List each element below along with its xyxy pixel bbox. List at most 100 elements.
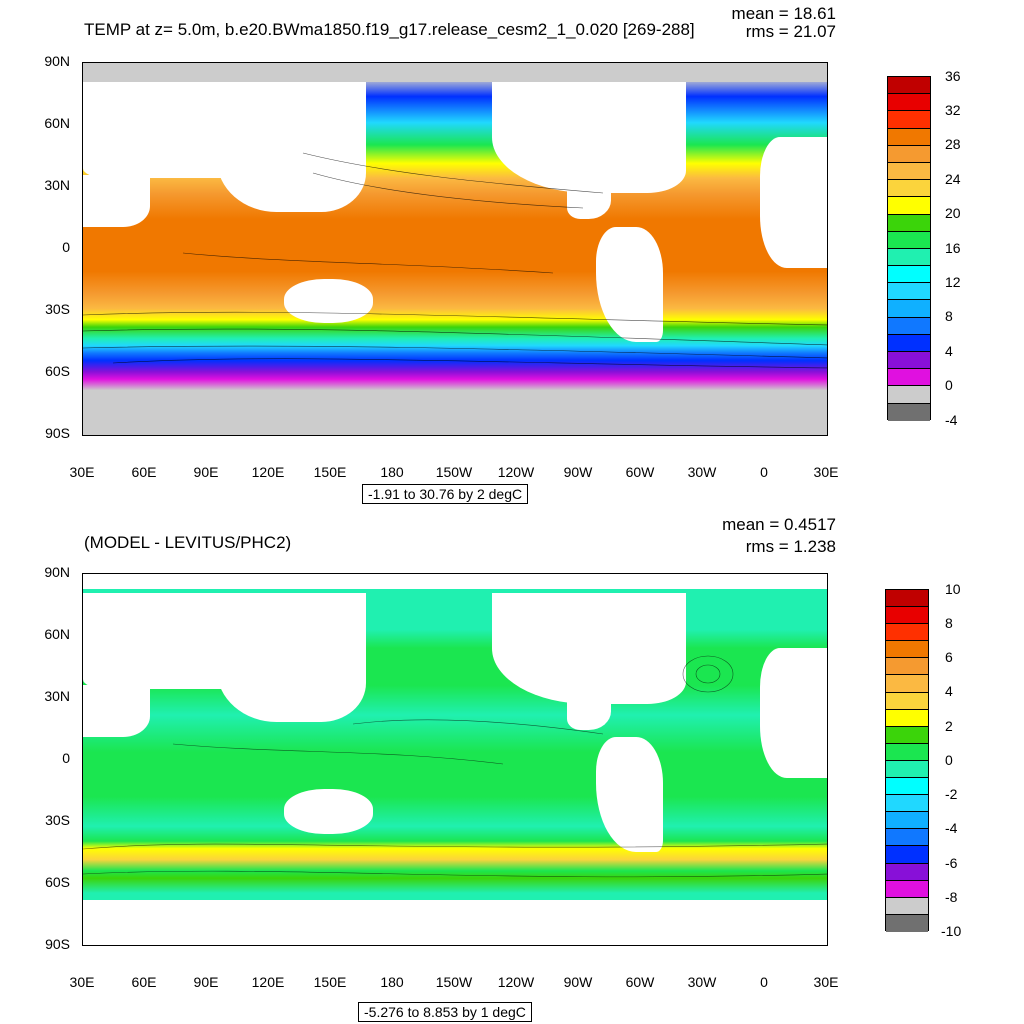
colorbar-swatch [888,197,930,215]
panel-1-xtick-label: 30E [69,464,95,480]
panel-1-title: TEMP at z= 5.0m, b.e20.BWma1850.f19_g17.… [84,20,695,39]
panel-1-ytick-label: 30N [44,177,70,193]
panel-1-colorbar-label: 36 [945,68,961,84]
panel-2-xtick-label: 60W [625,974,655,990]
panel-2-xtick-label: 150W [435,974,473,990]
panel-2-colorbar-label: -8 [945,889,958,905]
panel-1-ytick-label: 0 [62,239,70,255]
panel-2-xtick-label: 0 [760,974,768,990]
panel-2-land-central-america [566,692,612,730]
panel-1-xtick-label: 90W [563,464,593,480]
panel-1-ytick-label: 60N [44,115,70,131]
panel-2-colorbar-label: -4 [945,820,958,836]
panel-temperature: TEMP at z= 5.0m, b.e20.BWma1850.f19_g17.… [44,4,961,504]
panel-1-xtick-label: 0 [760,464,768,480]
panel-1-colorbar-label: 0 [945,377,953,393]
colorbar-swatch [888,403,930,421]
colorbar-swatch [886,812,928,830]
panel-2-ytick-label: 30S [45,812,70,828]
panel-2-colorbar-label: -2 [945,786,958,802]
panel-2-xtick-label: 30E [69,974,95,990]
colorbar-swatch [888,266,930,284]
panel-2-ytick-label: 60N [44,626,70,642]
panel-1-land-asia-east [216,81,366,212]
panel-2-mean: mean = 0.4517 [722,515,836,534]
colorbar-swatch [886,692,928,710]
panel-1-land-africa [83,174,150,227]
panel-2-range-info: -5.276 to 8.853 by 1 degC [358,1002,532,1022]
panel-2-xtick-label: 90E [193,974,219,990]
colorbar-swatch [888,352,930,370]
panel-2-land-africa [83,685,150,738]
panel-1-ytick-label: 30S [45,301,70,317]
colorbar-swatch [888,162,930,181]
panel-2-colorbar-label: -10 [941,923,962,939]
panel-2-xtick-label: 150E [313,974,347,990]
panel-2-ytick-label: 0 [62,750,70,766]
panel-2-colorbar-label: 4 [945,683,953,699]
panel-1-colorbar-label: 28 [945,136,961,152]
colorbar-swatch [886,743,928,761]
panel-2-xtick-label: 30E [813,974,839,990]
colorbar-swatch [886,880,928,898]
panel-1-colorbar-label: 32 [945,102,961,118]
panel-difference: (MODEL - LEVITUS/PHC2) mean = 0.4517 rms… [0,512,1024,1024]
panel-1-xtick-label: 180 [380,464,404,480]
panel-1-ytick-label: 90N [44,53,70,69]
panel-1-land-arctic [83,63,827,82]
panel-1-rms: rms = 21.07 [745,22,836,41]
colorbar-swatch [886,709,928,727]
panel-1-colorbar-label: 12 [945,274,961,290]
colorbar-swatch [888,283,930,301]
panel-2-ytick-label: 90S [45,936,70,952]
panel-1-colorbar-label: -4 [945,412,958,428]
colorbar-swatch [888,248,930,267]
colorbar-swatch [886,846,928,864]
panel-2-xtick-label: 60E [131,974,157,990]
panel-2-xtick-label: 90W [563,974,593,990]
panel-2-colorbar-label: 0 [945,752,953,768]
colorbar-swatch [888,77,930,95]
colorbar-swatch [888,386,930,404]
panel-1-colorbar [887,76,931,421]
panel-1-colorbar-label: 16 [945,240,961,256]
colorbar-swatch [888,300,930,318]
panel-1-colorbar-label: 8 [945,308,953,324]
panel-2-contour-lines [83,655,827,878]
colorbar-swatch [886,726,928,744]
panel-1-ytick-label: 90S [45,425,70,441]
panel-1-land-central-america [566,182,612,220]
colorbar-swatch [886,590,928,608]
panel-2-map [82,573,828,946]
colorbar-swatch [886,897,928,915]
colorbar-swatch [888,145,930,163]
panel-2-ytick-label: 60S [45,874,70,890]
panel-1-xtick-label: 30E [813,464,839,480]
panel-1-colorbar-label: 24 [945,171,961,187]
panel-1-land-australia [283,278,374,324]
panel-2-xtick-label: 120E [251,974,285,990]
panel-2-colorbar-label: 10 [945,581,961,597]
colorbar-swatch [886,914,928,932]
panel-1-xtick-label: 60E [131,464,157,480]
panel-1-colorbar-label: 20 [945,205,961,221]
panel-2-colorbar-label: 8 [945,615,953,631]
panel-1-mean: mean = 18.61 [731,4,836,23]
colorbar-swatch [886,795,928,813]
panel-1-xtick-label: 120W [497,464,535,480]
panel-1-colorbar-label: 4 [945,343,953,359]
panel-1-xtick-label: 30W [687,464,717,480]
colorbar-swatch [888,128,930,146]
panel-1-land-south-america [596,226,664,342]
panel-1-xtick-label: 90E [193,464,219,480]
colorbar-swatch [888,94,930,112]
panel-2-land-arctic [83,574,827,589]
panel-2-rms: rms = 1.238 [745,537,836,556]
panel-1-xtick-label: 120E [251,464,285,480]
panel-1-land-europe [760,137,827,268]
panel-2-ytick-label: 30N [44,688,70,704]
colorbar-swatch [886,658,928,676]
panel-2-xtick-label: 30W [687,974,717,990]
colorbar-swatch [888,231,930,249]
panel-2-xtick-label: 120W [497,974,535,990]
